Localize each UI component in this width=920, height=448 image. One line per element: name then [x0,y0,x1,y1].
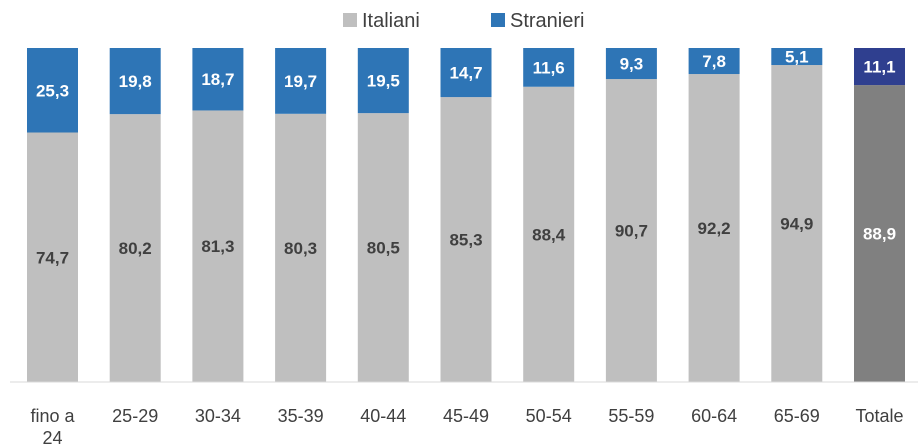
data-label-stranieri: 19,5 [367,72,400,91]
data-label-italiani: 88,9 [863,225,896,244]
bar-stranieri [357,48,409,114]
bar-stranieri [440,48,492,98]
bar-italiani [440,97,492,383]
bar-stranieri [688,48,740,75]
x-tick-label: 30-34 [195,406,241,426]
x-tick-label: 45-49 [443,406,489,426]
data-label-stranieri: 14,7 [449,64,482,83]
legend-label-italiani: Italiani [362,10,420,32]
data-label-stranieri: 7,8 [702,52,726,71]
x-tick-label: 35-39 [278,406,324,426]
bar-italiani [771,65,823,382]
data-label-stranieri: 19,7 [284,72,317,91]
bar-italiani [192,110,244,382]
legend: Italiani Stranieri [343,10,584,32]
bar-italiani [605,79,657,382]
bar-stranieri [192,48,244,111]
data-label-stranieri: 5,1 [785,48,809,67]
bar-italiani [688,74,740,382]
data-label-italiani: 90,7 [615,222,648,241]
x-axis-ticks: fino a 24 25-29 30-34 35-39 40-44 45-49 50-54 55… [30,406,903,448]
data-label-stranieri: 19,8 [119,72,152,91]
x-tick-label: 55-59 [608,406,654,426]
legend-swatch-stranieri [491,13,505,27]
data-label-italiani: 88,4 [532,225,566,244]
data-label-stranieri: 18,7 [201,70,234,89]
bar-italiani [109,114,161,382]
x-tick-label: 50-54 [526,406,572,426]
x-tick-label: 40-44 [360,406,406,426]
bar-stranieri [27,48,78,133]
bar-stranieri [854,48,905,86]
x-tick-label: 60-64 [691,406,737,426]
data-label-italiani: 85,3 [449,231,482,250]
data-label-italiani: 80,2 [119,239,152,258]
x-tick-label: Totale [855,406,903,426]
data-label-italiani: 94,9 [780,215,813,234]
bar-stranieri [771,48,823,66]
bar-stranieri [523,48,575,87]
x-tick-label: 65-69 [774,406,820,426]
data-label-italiani: 92,2 [698,219,731,238]
data-label-italiani: 74,7 [36,248,69,267]
legend-swatch-italiani [343,13,357,27]
bars: 74,7 25,3 80,2 19,8 81,3 18,7 80,3 19,7 80,5 19,5… [27,48,905,383]
data-label-italiani: 80,5 [367,239,400,258]
bar-stranieri [109,48,161,115]
data-label-stranieri: 25,3 [36,81,69,100]
bar-italiani [523,86,575,382]
data-label-stranieri: 9,3 [620,55,644,74]
bar-italiani [854,85,905,382]
bar-italiani [275,113,327,382]
bar-italiani [357,113,409,382]
x-tick-label: 25-29 [112,406,158,426]
data-label-italiani: 81,3 [201,237,234,256]
data-label-stranieri: 11,1 [863,58,895,77]
bar-stranieri [605,48,657,80]
legend-label-stranieri: Stranieri [510,10,584,32]
data-label-stranieri: 11,6 [533,58,565,77]
x-tick-label: fino a 24 [30,406,75,448]
bar-italiani [27,132,78,382]
data-label-italiani: 80,3 [284,239,317,258]
bar-stranieri [275,48,327,114]
